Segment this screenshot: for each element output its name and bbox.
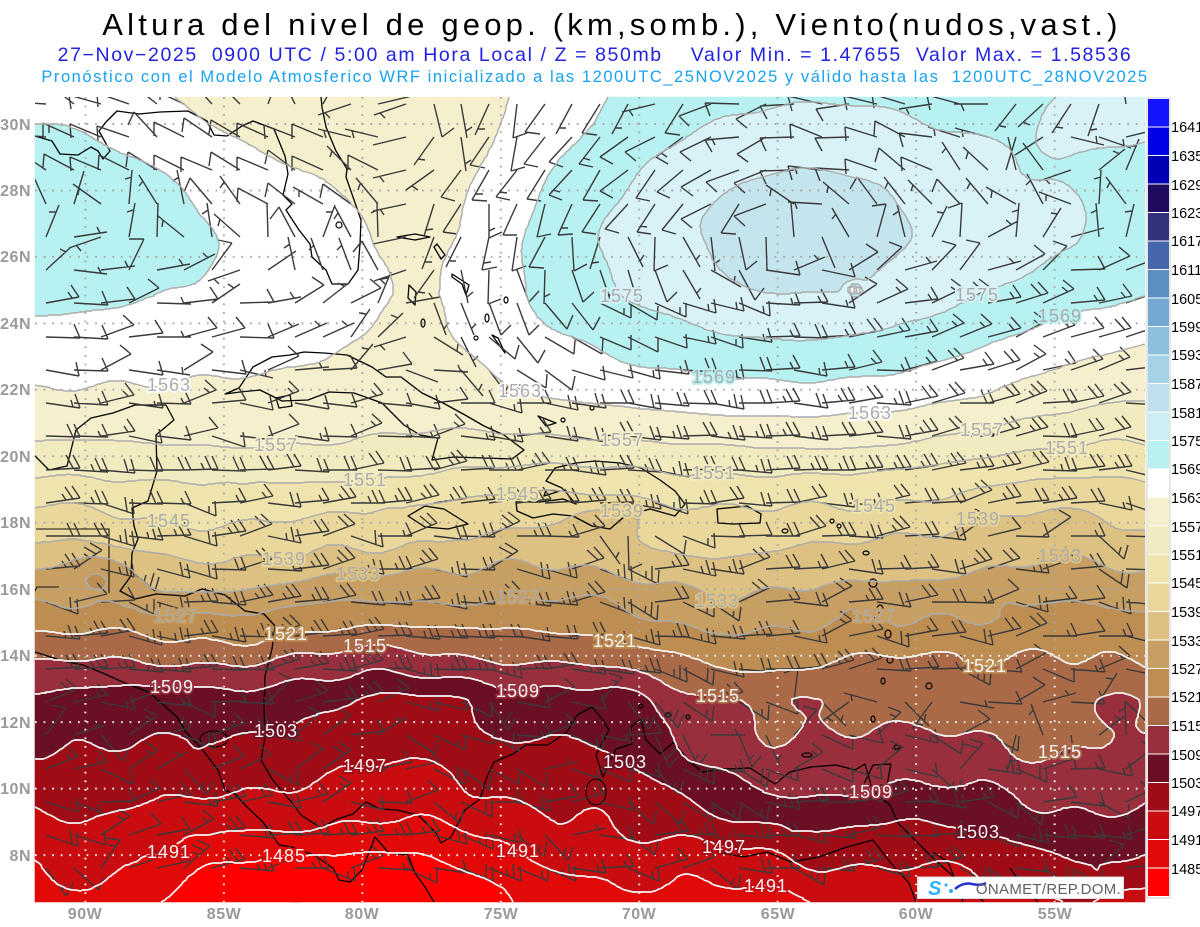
svg-text:16N: 16N [0, 582, 31, 599]
svg-text:1545: 1545 [852, 496, 896, 516]
svg-text:1533: 1533 [695, 591, 739, 611]
svg-text:65W: 65W [761, 906, 796, 923]
svg-text:1527: 1527 [1171, 662, 1200, 678]
svg-text:1551: 1551 [692, 463, 736, 483]
svg-text:1557: 1557 [600, 430, 644, 450]
svg-text:ONAMET/REP.DOM.: ONAMET/REP.DOM. [976, 881, 1121, 898]
svg-text:1545: 1545 [1171, 576, 1200, 592]
svg-text:1635: 1635 [1171, 149, 1200, 165]
svg-text:1521: 1521 [264, 624, 308, 644]
svg-text:1503: 1503 [1171, 776, 1200, 792]
svg-text:1509: 1509 [496, 681, 540, 701]
svg-text:55W: 55W [1038, 906, 1073, 923]
svg-text:1491: 1491 [496, 841, 540, 861]
svg-text:14N: 14N [0, 648, 31, 665]
svg-text:1569: 1569 [1038, 306, 1082, 326]
svg-text:1533: 1533 [1171, 634, 1200, 650]
svg-text:1521: 1521 [593, 631, 637, 651]
svg-text:1551: 1551 [1045, 438, 1089, 458]
svg-text:1515: 1515 [1171, 719, 1200, 735]
svg-text:75W: 75W [484, 906, 519, 923]
svg-text:1497: 1497 [1171, 804, 1200, 820]
svg-text:1527: 1527 [154, 606, 198, 626]
svg-text:1503: 1503 [254, 721, 298, 741]
svg-text:12N: 12N [0, 715, 31, 732]
svg-text:1593: 1593 [1171, 348, 1200, 364]
svg-text:1515: 1515 [1038, 742, 1082, 762]
svg-text:26N: 26N [0, 249, 31, 266]
svg-text:1539: 1539 [600, 501, 644, 521]
svg-text:1503: 1503 [603, 752, 647, 772]
svg-text:1563: 1563 [498, 381, 542, 401]
svg-text:1533: 1533 [336, 564, 380, 584]
svg-text:1599: 1599 [1171, 320, 1200, 336]
svg-text:60W: 60W [899, 906, 934, 923]
svg-text:80W: 80W [345, 906, 380, 923]
svg-text:S: S [928, 878, 942, 900]
svg-text:1521: 1521 [963, 656, 1007, 676]
svg-text:1545: 1545 [147, 511, 191, 531]
svg-text:1575: 1575 [1171, 434, 1200, 450]
svg-text:28N: 28N [0, 183, 31, 200]
svg-text:1569: 1569 [1171, 462, 1200, 478]
svg-text:1641: 1641 [1171, 120, 1200, 136]
svg-text:1503: 1503 [956, 822, 1000, 842]
svg-text:Altura del nivel de geop. (km,: Altura del nivel de geop. (km,somb.), Vi… [102, 7, 1121, 42]
svg-text:1557: 1557 [1171, 520, 1200, 536]
svg-text:1617: 1617 [1171, 234, 1200, 250]
svg-text:1563: 1563 [848, 403, 892, 423]
svg-text:1491: 1491 [744, 876, 788, 896]
svg-text:1575: 1575 [600, 286, 644, 306]
svg-text:22N: 22N [0, 382, 31, 399]
svg-text:1539: 1539 [956, 509, 1000, 529]
svg-text:90W: 90W [68, 906, 103, 923]
svg-text:1491: 1491 [147, 842, 191, 862]
svg-text:1581: 1581 [1171, 406, 1200, 422]
svg-text:70W: 70W [622, 906, 657, 923]
svg-text:1497: 1497 [702, 837, 746, 857]
svg-text:30N: 30N [0, 117, 31, 134]
svg-text:1533: 1533 [1038, 546, 1082, 566]
svg-text:1551: 1551 [1171, 548, 1200, 564]
svg-text:Pronóstico con el Modelo Atmos: Pronóstico con el Modelo Atmosferico WRF… [41, 68, 1148, 86]
svg-text:1515: 1515 [696, 686, 740, 706]
svg-text:10N: 10N [0, 781, 31, 798]
svg-text:1557: 1557 [254, 435, 298, 455]
svg-text:1623: 1623 [1171, 206, 1200, 222]
svg-text:1557: 1557 [960, 420, 1004, 440]
svg-text:1521: 1521 [1171, 690, 1200, 706]
svg-text:1497: 1497 [343, 756, 387, 776]
svg-text:1539: 1539 [262, 549, 306, 569]
svg-text:1575: 1575 [955, 285, 999, 305]
svg-text:1605: 1605 [1171, 292, 1200, 308]
svg-text:18N: 18N [0, 515, 31, 532]
svg-text:8N: 8N [10, 848, 31, 865]
svg-text:1491: 1491 [1171, 833, 1200, 849]
svg-text:1629: 1629 [1171, 178, 1200, 194]
svg-text:1611: 1611 [1171, 263, 1200, 279]
svg-text:1515: 1515 [343, 636, 387, 656]
svg-text:1587: 1587 [1171, 377, 1200, 393]
svg-text:1539: 1539 [1171, 605, 1200, 621]
svg-text:1527: 1527 [852, 606, 896, 626]
svg-text:1563: 1563 [1171, 491, 1200, 507]
svg-text:1509: 1509 [1171, 748, 1200, 764]
svg-text:27−Nov−2025 0900 UTC / 5:00 a: 27−Nov−2025 0900 UTC / 5:00 am Hora Loca… [58, 44, 1133, 66]
svg-text:1569: 1569 [692, 367, 736, 387]
svg-text:20N: 20N [0, 449, 31, 466]
svg-text:1485: 1485 [262, 846, 306, 866]
svg-text:85W: 85W [207, 906, 242, 923]
svg-text:1563: 1563 [147, 375, 191, 395]
svg-text:1485: 1485 [1171, 862, 1200, 878]
svg-text:24N: 24N [0, 316, 31, 333]
svg-text:1509: 1509 [150, 677, 194, 697]
svg-text:1551: 1551 [343, 470, 387, 490]
svg-text:1527: 1527 [496, 587, 540, 607]
svg-text:1509: 1509 [849, 782, 893, 802]
svg-text:1545: 1545 [496, 484, 540, 504]
